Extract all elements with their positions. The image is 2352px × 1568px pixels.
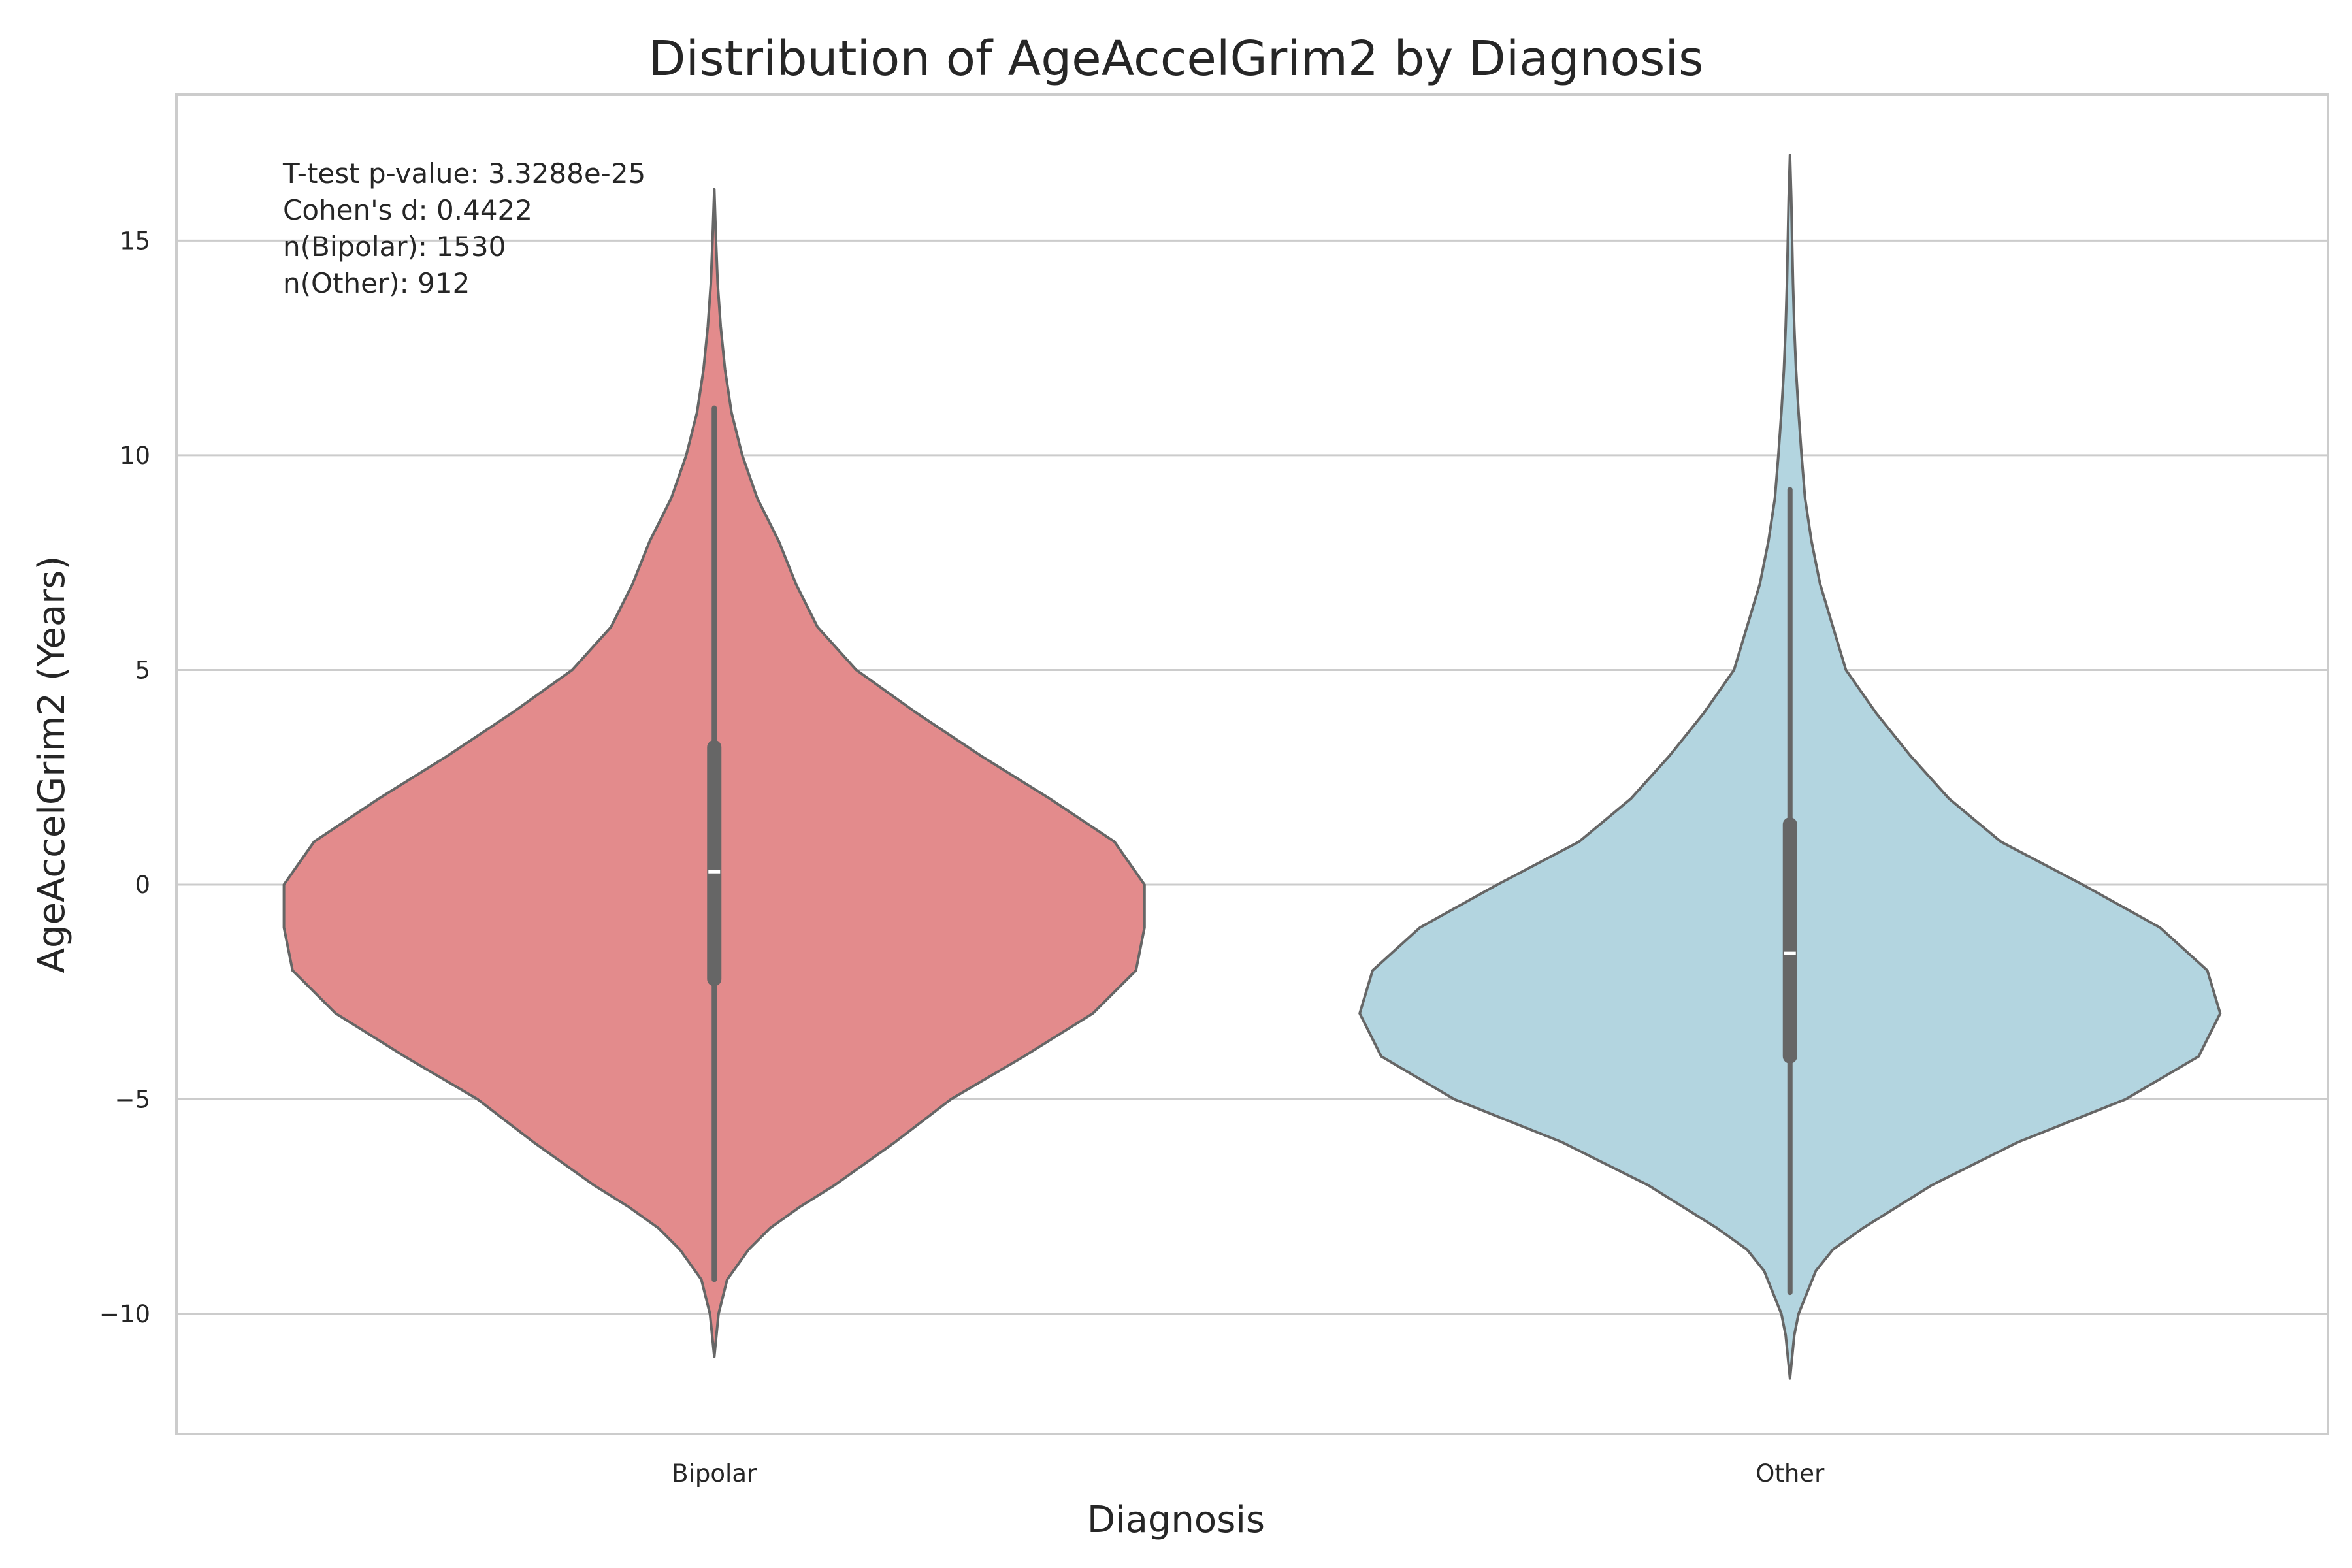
stats-annotation: T-test p-value: 3.3288e-25 Cohen's d: 0.… (282, 157, 645, 299)
y-tick-labels: −10 −5 0 5 10 15 (99, 227, 150, 1328)
x-tick-label: Other (1756, 1460, 1825, 1488)
y-tick-label: −10 (99, 1300, 150, 1328)
plot-frame (175, 93, 2329, 1435)
y-tick-label: 5 (135, 656, 150, 684)
n-bipolar-text: n(Bipolar): 1530 (283, 231, 506, 263)
ttest-pvalue-text: T-test p-value: 3.3288e-25 (282, 157, 645, 189)
x-tick-labels: Bipolar Other (672, 1460, 1825, 1488)
y-tick-label: 10 (120, 442, 150, 470)
n-other-text: n(Other): 912 (283, 267, 470, 299)
y-axis-title: AgeAccelGrim2 (Years) (31, 556, 73, 973)
x-tick-label: Bipolar (672, 1460, 757, 1488)
chart-title: Distribution of AgeAccelGrim2 by Diagnos… (649, 31, 1704, 87)
y-tick-label: −5 (114, 1086, 150, 1114)
y-tick-label: 0 (135, 871, 150, 899)
violins (282, 154, 2222, 1380)
cohens-d-text: Cohen's d: 0.4422 (283, 194, 532, 226)
y-tick-label: 15 (120, 227, 150, 255)
x-axis-title: Diagnosis (1087, 1499, 1265, 1541)
